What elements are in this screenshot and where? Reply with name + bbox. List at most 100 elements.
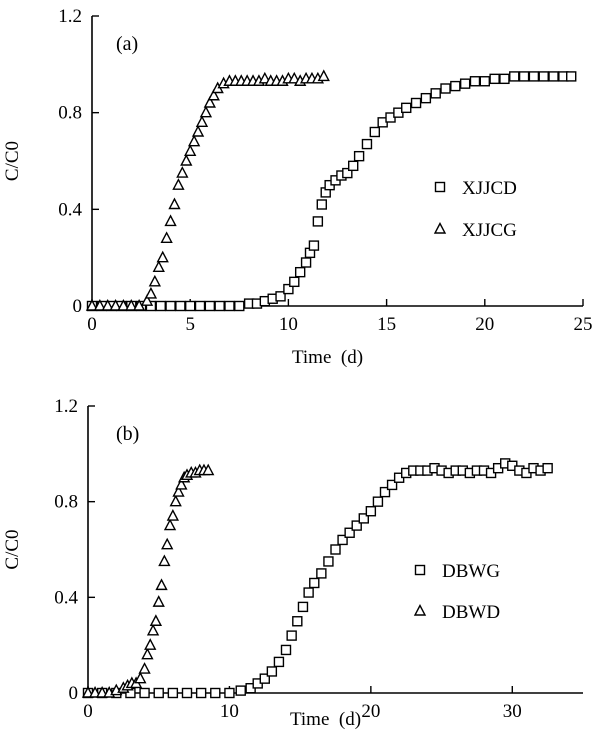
data-point (280, 644, 292, 656)
x-tick-label: 0 (83, 701, 93, 722)
data-point (372, 496, 384, 507)
data-point (288, 71, 301, 84)
data-point (175, 300, 186, 312)
y-tick-label: 0.4 (54, 587, 78, 608)
data-point (361, 138, 373, 150)
data-point (297, 601, 309, 613)
panel-label: (a) (116, 33, 138, 55)
data-point (259, 673, 270, 684)
data-point (93, 298, 107, 311)
data-point (161, 537, 174, 550)
data-point (410, 97, 422, 109)
data-point (294, 266, 306, 278)
data-point (158, 554, 171, 567)
data-point (234, 300, 245, 312)
data-point (312, 216, 324, 227)
data-point (420, 92, 432, 104)
data-point (140, 294, 154, 306)
data-point (292, 616, 303, 627)
data-point (109, 298, 122, 311)
data-point (224, 687, 235, 699)
x-tick-label: 10 (220, 701, 239, 722)
legend-label: DBWG (442, 561, 500, 582)
data-point (152, 260, 165, 273)
data-point (283, 283, 294, 295)
x-axis-title: Time (d) (290, 709, 361, 730)
x-tick-label: 15 (377, 314, 396, 335)
data-point (165, 300, 176, 312)
data-point (266, 666, 278, 677)
data-point (317, 69, 330, 82)
legend-label: XJJCG (462, 220, 517, 241)
data-point (566, 71, 577, 82)
data-point (459, 78, 471, 89)
y-tick-label: 0.8 (54, 492, 78, 513)
x-tick-label: 20 (361, 701, 380, 722)
data-point (401, 102, 412, 114)
data-point (85, 298, 99, 311)
data-point (167, 687, 179, 699)
data-point (139, 687, 150, 699)
data-point (275, 291, 286, 302)
series-dbwd (81, 463, 215, 698)
data-point (430, 88, 441, 99)
data-point (101, 298, 114, 311)
data-point (273, 656, 285, 668)
data-point (365, 506, 377, 517)
data-point (155, 300, 166, 312)
data-point (528, 71, 540, 82)
data-point (195, 687, 207, 699)
x-tick-label: 10 (279, 314, 298, 335)
data-point (144, 286, 158, 299)
x-tick-label: 30 (503, 701, 522, 722)
data-point (379, 486, 391, 498)
data-point (348, 160, 359, 172)
panel-label: (b) (116, 423, 139, 445)
data-point (160, 231, 173, 244)
data-point (172, 178, 185, 190)
data-point (358, 513, 369, 524)
data-point (342, 167, 353, 179)
data-point (316, 199, 327, 210)
data-point (210, 687, 221, 699)
data-point (194, 300, 206, 312)
x-axis-title: Time (d) (292, 347, 363, 368)
data-point (144, 638, 157, 650)
y-axis-title: C/C0 (2, 141, 23, 181)
data-point (166, 509, 180, 521)
data-point (138, 662, 151, 674)
data-point (134, 671, 147, 684)
data-point (148, 274, 162, 287)
data-point (214, 300, 225, 312)
x-tick-label: 5 (185, 314, 195, 335)
data-point (125, 298, 138, 311)
data-point (479, 76, 490, 87)
data-point (117, 298, 130, 311)
data-point (518, 71, 530, 82)
data-point (289, 276, 300, 288)
data-point (351, 520, 362, 531)
data-point (203, 95, 216, 108)
legend-marker (414, 564, 426, 576)
data-point (353, 150, 365, 162)
data-point (141, 647, 154, 660)
data-point (440, 83, 451, 94)
data-point (509, 71, 520, 82)
data-point (88, 685, 102, 698)
x-tick-label: 25 (574, 314, 593, 335)
legend-label: DBWD (442, 602, 500, 623)
data-point (308, 240, 320, 251)
x-tick-label: 0 (87, 314, 97, 335)
data-point (369, 126, 381, 138)
y-tick-label: 0.8 (58, 103, 82, 124)
data-point (181, 687, 193, 699)
data-point (146, 623, 160, 636)
data-point (323, 556, 334, 567)
data-point (538, 71, 549, 82)
data-point (175, 477, 188, 490)
y-axis-title: C/C0 (2, 529, 23, 569)
data-point (489, 73, 500, 85)
data-point (164, 214, 177, 227)
data-point (145, 300, 157, 312)
data-point (548, 71, 559, 82)
